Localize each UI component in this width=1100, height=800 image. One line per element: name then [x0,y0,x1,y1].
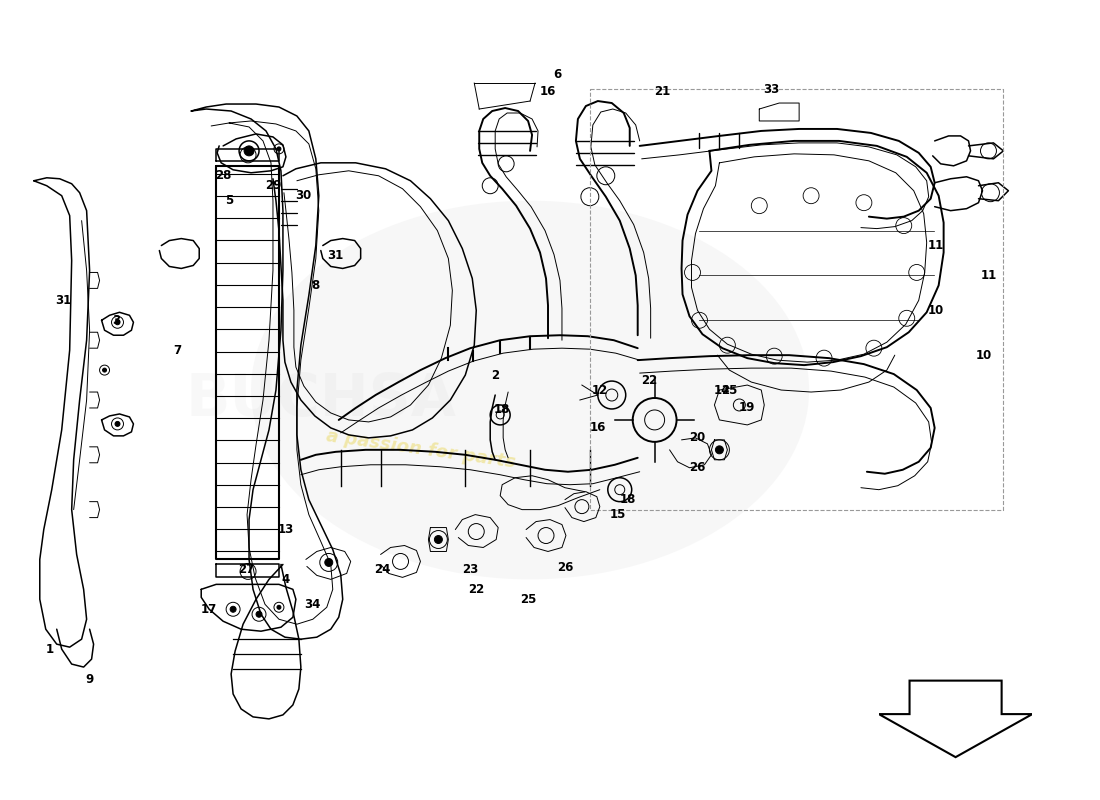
Text: 10: 10 [976,349,991,362]
Circle shape [277,147,280,151]
Text: 11: 11 [980,269,997,282]
Text: 8: 8 [311,279,320,292]
Text: 16: 16 [590,422,606,434]
Circle shape [434,535,442,543]
Text: 10: 10 [927,304,944,317]
Text: 14: 14 [713,383,729,397]
Text: 27: 27 [238,563,254,576]
Text: 25: 25 [722,383,738,397]
Circle shape [102,368,107,372]
Text: 24: 24 [374,563,390,576]
Text: 13: 13 [278,523,294,536]
Text: 21: 21 [654,85,671,98]
Text: BUCHSA: BUCHSA [186,371,456,429]
Text: 11: 11 [927,239,944,252]
Text: a passion for parts: a passion for parts [324,428,516,472]
Text: 17: 17 [201,602,218,616]
Text: 28: 28 [214,170,231,182]
Text: 31: 31 [328,249,344,262]
Circle shape [230,606,236,612]
Circle shape [324,558,333,566]
Text: 20: 20 [690,431,705,444]
Text: 22: 22 [641,374,658,386]
Text: 2: 2 [491,369,499,382]
Text: 26: 26 [557,561,573,574]
Text: 34: 34 [305,598,321,610]
Text: 12: 12 [592,383,608,397]
Text: 31: 31 [56,294,72,307]
Circle shape [256,611,262,618]
Text: 26: 26 [690,462,706,474]
Text: 3: 3 [112,314,121,326]
Text: 19: 19 [739,402,756,414]
Text: 30: 30 [295,190,311,202]
Text: 18: 18 [494,403,510,417]
Circle shape [244,146,254,156]
Text: 23: 23 [462,563,478,576]
Text: 33: 33 [763,82,780,95]
Text: 22: 22 [469,583,484,596]
Text: 18: 18 [619,493,636,506]
Text: 15: 15 [609,508,626,521]
Text: 1: 1 [46,642,54,656]
Text: 7: 7 [173,344,182,357]
Circle shape [277,606,280,610]
Ellipse shape [251,201,810,579]
Circle shape [116,422,120,426]
Text: 4: 4 [282,573,290,586]
Circle shape [715,446,724,454]
Text: 25: 25 [520,593,537,606]
Circle shape [116,320,120,325]
Text: 16: 16 [540,85,557,98]
Text: 9: 9 [86,673,94,686]
Text: 5: 5 [226,194,233,207]
Text: 29: 29 [265,179,282,192]
Text: 6: 6 [553,68,561,81]
